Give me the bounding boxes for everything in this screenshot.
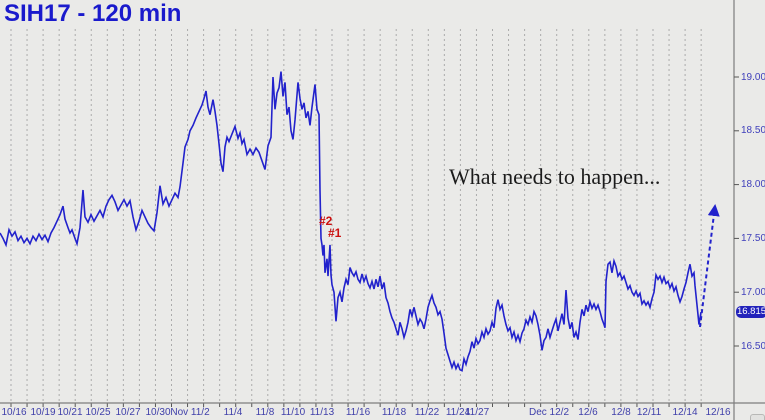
price-tick-label: 18.000 (741, 179, 765, 191)
date-tick-label: Nov 11/2 (170, 407, 210, 418)
price-tick-label: 16.500 (741, 340, 765, 352)
chart-title: SIH17 - 120 min (4, 0, 182, 27)
date-tick-label: 11/24 (445, 407, 471, 418)
date-tick-label: 10/30 (145, 407, 171, 418)
price-tick-label: 18.500 (741, 125, 765, 137)
resize-grip[interactable] (750, 414, 765, 420)
date-tick-label: 12/14 (672, 407, 698, 418)
date-tick-label: 10/16 (1, 407, 27, 418)
date-tick-label: 11/18 (381, 407, 407, 418)
annotation-text: What needs to happen... (449, 164, 661, 189)
wave-label-1: #1 (328, 226, 342, 240)
date-tick-label: 11/16 (345, 407, 371, 418)
date-tick-label: 10/19 (30, 407, 56, 418)
date-tick-label: 12/6 (578, 407, 598, 418)
date-tick-label: 11/13 (309, 407, 335, 418)
date-ticks (10, 403, 702, 407)
date-tick-label: Dec 12/2 (528, 407, 570, 418)
date-tick-label: 11/4 (223, 407, 243, 418)
date-tick-label: 11/22 (414, 407, 440, 418)
date-tick-label: 10/21 (57, 407, 83, 418)
date-tick-label: 11/8 (255, 407, 275, 418)
price-line (0, 71, 702, 372)
current-price-badge: 16.815 (736, 306, 765, 319)
gridlines (10, 29, 702, 403)
price-tick-label: 17.000 (741, 286, 765, 298)
projection-arrow (699, 204, 720, 328)
price-tick-label: 17.500 (741, 232, 765, 244)
price-tick-label: 19.000 (741, 71, 765, 83)
date-tick-label: 11/27 (464, 407, 490, 418)
date-tick-label: 11/10 (280, 407, 306, 418)
date-tick-label: 12/11 (636, 407, 662, 418)
date-tick-label: 10/25 (85, 407, 111, 418)
wave-label-2: #2 (319, 214, 333, 228)
date-tick-label: 10/27 (115, 407, 141, 418)
date-tick-label: 12/8 (611, 407, 631, 418)
date-tick-label: 12/16 (705, 407, 731, 418)
